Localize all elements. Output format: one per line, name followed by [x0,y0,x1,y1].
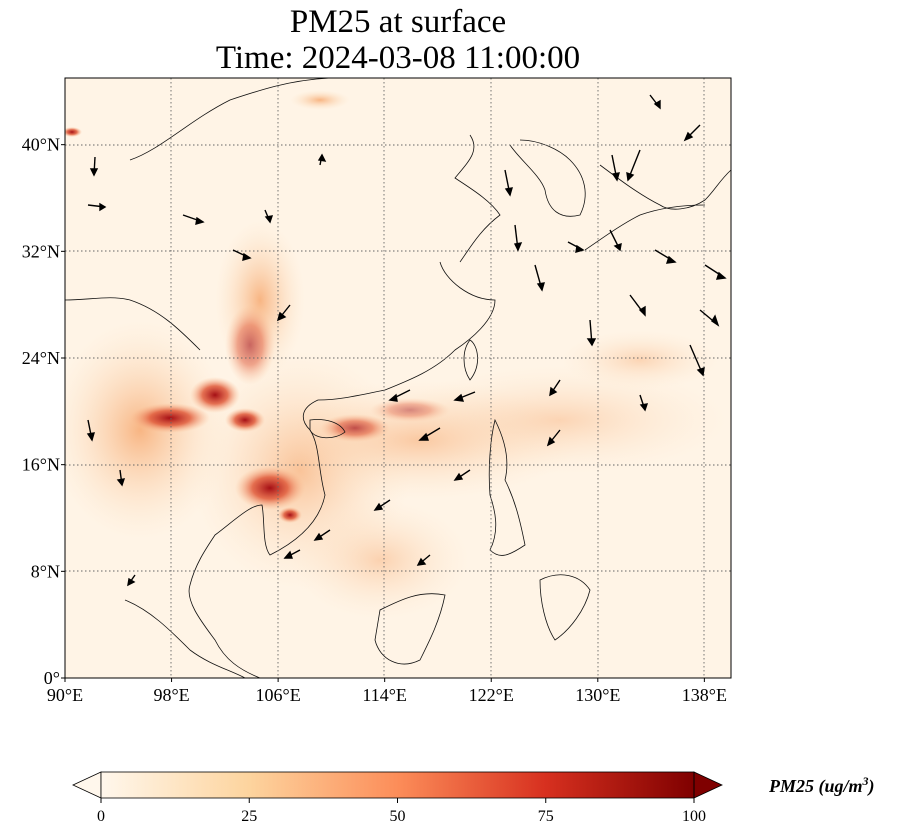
colorbar-tick-label: 50 [390,808,406,825]
lat-tick-label: 0° [44,668,60,688]
colorbar-tick-label: 75 [538,808,554,825]
map-frame [64,77,732,679]
colorbar-extend-low [72,771,102,799]
colorbar-tick-label: 0 [97,808,105,825]
lon-tick-label: 130°E [575,685,620,705]
lon-tick-label: 138°E [682,685,727,705]
gridlines [65,78,731,678]
map-subtitle-time: Time: 2024-03-08 11:00:00 [215,40,581,76]
colorbar-extend-high [693,771,723,799]
lat-tick-label: 24°N [22,348,60,368]
colorbar: 0 25 50 75 100 [72,771,723,825]
colorbar-tick-labels: 0 25 50 75 100 [97,798,706,825]
longitude-tick-labels: 90°E 98°E 106°E 114°E 122°E 130°E 138°E [47,678,727,705]
latitude-tick-labels: 0° 8°N 16°N 24°N 32°N 40°N [22,135,65,688]
lat-tick-label: 8°N [31,561,60,581]
colorbar-gradient [101,772,694,798]
colorbar-label-exponent: 3 [862,774,869,788]
lat-tick-label: 16°N [22,455,60,475]
map-title: PM25 at surface [289,4,507,40]
lon-tick-label: 106°E [256,685,301,705]
colorbar-tick-label: 25 [241,808,257,825]
pm25-field [65,90,730,620]
lon-tick-label: 122°E [469,685,514,705]
wind-vectors [86,94,727,587]
colorbar-tick-label: 100 [682,808,706,825]
colorbar-label-text: PM25 (ug/m [769,776,863,796]
colorbar-label-close: ) [868,776,875,796]
colorbar-label: PM25 (ug/m3) [769,774,875,797]
lat-tick-label: 40°N [22,135,60,155]
lat-tick-label: 32°N [22,241,60,261]
lon-tick-label: 114°E [362,685,407,705]
coastlines [65,78,731,678]
lon-tick-label: 98°E [153,685,189,705]
lon-tick-label: 90°E [47,685,83,705]
map-plot-area [65,78,731,678]
